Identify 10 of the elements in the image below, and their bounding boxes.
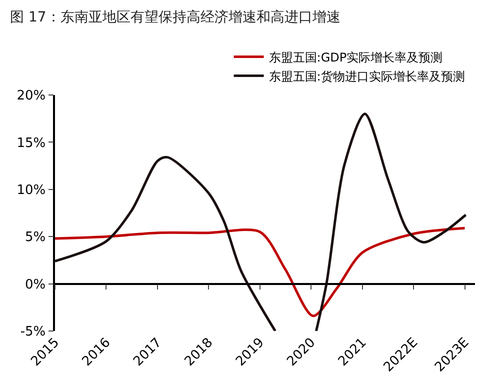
legend-label: 东盟五国:货物进口实际增长率及预测	[268, 69, 465, 84]
y-tick-label: 15%	[16, 136, 46, 151]
y-tick-label: 10%	[16, 182, 46, 198]
chart-title: 图 17：东南亚地区有望保持高经济增速和高进口增速	[10, 9, 340, 26]
y-tick-label: 0%	[25, 277, 46, 292]
legend-label: 东盟五国:GDP实际增长率及预测	[268, 50, 443, 64]
y-tick-label: -5%	[20, 324, 46, 340]
y-tick-label: 5%	[25, 230, 46, 246]
line-series	[55, 226, 466, 318]
y-tick-label: 20%	[16, 88, 46, 104]
